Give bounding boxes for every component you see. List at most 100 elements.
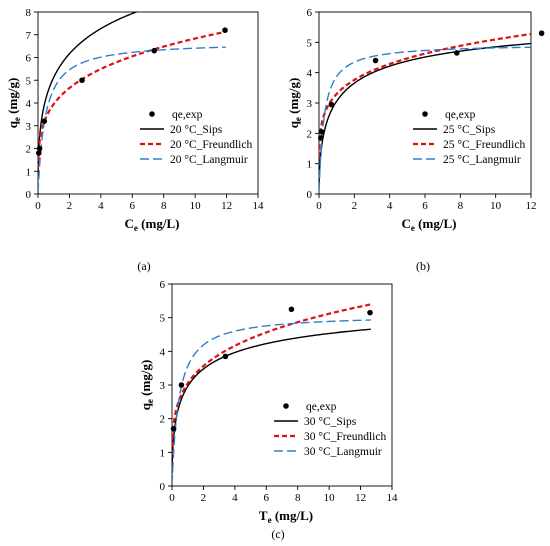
y-tick-label: 5 bbox=[307, 37, 313, 49]
x-tick-label: 10 bbox=[324, 492, 336, 504]
data-point bbox=[317, 135, 324, 141]
x-tick-label: 6 bbox=[422, 200, 428, 212]
y-tick-label: 1 bbox=[26, 166, 32, 178]
x-axis-label: Te (mg/L) bbox=[259, 508, 313, 525]
x-tick-label: 2 bbox=[352, 200, 358, 212]
legend-label: qe,exp bbox=[306, 401, 337, 413]
y-axis-label: qe (mg/g) bbox=[5, 78, 22, 129]
y-tick-label: 3 bbox=[160, 380, 166, 392]
y-tick-label: 6 bbox=[307, 7, 313, 19]
data-point bbox=[222, 27, 228, 33]
x-tick-label: 8 bbox=[458, 200, 464, 212]
legend-marker-points bbox=[422, 111, 428, 117]
data-point bbox=[367, 309, 373, 316]
legend: qe,exp 20 °C_Sips 20 °C_Freundlich 20 °C_La… bbox=[140, 109, 252, 166]
y-tick-label: 5 bbox=[26, 75, 32, 87]
plot-frame bbox=[37, 11, 259, 195]
x-tick-label: 12 bbox=[221, 200, 232, 212]
data-point bbox=[41, 118, 48, 124]
series-line-freundlich bbox=[319, 32, 531, 158]
y-tick-label: 5 bbox=[160, 313, 166, 325]
legend-label: 30 °C_Langmuir bbox=[304, 446, 382, 458]
legend: qe,exp 25 °C_Sips 25 °C_Freundlich 25 °C_La… bbox=[413, 109, 525, 166]
legend-marker-points bbox=[149, 111, 155, 117]
data-point bbox=[538, 30, 545, 37]
legend-label: 30 °C_Freundlich bbox=[304, 431, 386, 443]
data-point bbox=[372, 57, 379, 64]
y-tick-label: 4 bbox=[160, 346, 166, 358]
data-point bbox=[79, 77, 85, 84]
x-tick-label: 12 bbox=[526, 200, 537, 212]
series-line-freundlich bbox=[38, 30, 227, 169]
series-line-freundlich bbox=[172, 303, 372, 455]
legend-label: 20 °C_Langmuir bbox=[170, 154, 248, 166]
legend-label: 20 °C_Sips bbox=[170, 124, 223, 136]
y-tick-label: 2 bbox=[26, 144, 32, 156]
x-tick-label: 10 bbox=[190, 200, 202, 212]
legend-label: qe,exp bbox=[445, 109, 476, 121]
series-line-langmuir bbox=[319, 46, 531, 192]
series-line-sips bbox=[172, 328, 371, 473]
data-point bbox=[222, 353, 229, 360]
legend-label: 25 °C_Langmuir bbox=[443, 154, 521, 166]
data-point bbox=[178, 382, 185, 388]
x-tick-label: 0 bbox=[169, 492, 175, 504]
series-line-langmuir bbox=[38, 46, 226, 193]
data-point bbox=[170, 425, 177, 432]
data-point bbox=[151, 47, 158, 54]
x-tick-label: 14 bbox=[253, 200, 265, 212]
legend: qe,exp 30 °C_Sips 30 °C_Freundlich 30 °C_La… bbox=[274, 401, 386, 458]
y-axis-label: qe (mg/g) bbox=[138, 360, 155, 411]
y-tick-label: 0 bbox=[26, 189, 32, 201]
x-axis-label: Ce (mg/L) bbox=[125, 216, 180, 233]
y-tick-label: 2 bbox=[160, 414, 166, 426]
y-tick-label: 3 bbox=[26, 121, 32, 133]
data-point bbox=[36, 145, 43, 152]
legend-label: 25 °C_Freundlich bbox=[443, 139, 525, 151]
data-point bbox=[454, 50, 460, 56]
data-point bbox=[288, 306, 295, 313]
y-tick-label: 0 bbox=[160, 481, 166, 493]
series-line-sips bbox=[38, 12, 139, 176]
legend-label: 20 °C_Freundlich bbox=[170, 139, 252, 151]
y-tick-label: 4 bbox=[26, 98, 32, 110]
series-line-langmuir bbox=[172, 319, 371, 485]
data-point bbox=[35, 150, 42, 156]
y-tick-label: 6 bbox=[26, 53, 32, 65]
y-tick-label: 0 bbox=[307, 189, 313, 201]
data-point bbox=[318, 129, 325, 135]
x-tick-label: 12 bbox=[355, 492, 366, 504]
x-tick-label: 4 bbox=[232, 492, 238, 504]
y-tick-label: 1 bbox=[160, 447, 166, 459]
x-tick-label: 0 bbox=[35, 200, 41, 212]
panel-label: (b) bbox=[416, 259, 430, 273]
panel-label: (c) bbox=[271, 527, 284, 541]
y-tick-label: 7 bbox=[26, 30, 32, 42]
legend-label: qe,exp bbox=[172, 109, 203, 121]
legend-label: 30 °C_Sips bbox=[304, 416, 357, 428]
y-axis-label: qe (mg/g) bbox=[286, 78, 303, 129]
x-tick-label: 4 bbox=[98, 200, 104, 212]
y-tick-label: 3 bbox=[307, 98, 313, 110]
x-tick-label: 4 bbox=[387, 200, 393, 212]
data-point bbox=[328, 101, 335, 108]
x-tick-label: 2 bbox=[67, 200, 73, 212]
x-tick-label: 2 bbox=[201, 492, 207, 504]
x-tick-label: 8 bbox=[295, 492, 301, 504]
y-tick-label: 4 bbox=[307, 68, 313, 80]
legend-marker-points bbox=[283, 403, 289, 409]
y-tick-label: 2 bbox=[307, 128, 313, 140]
x-tick-label: 8 bbox=[161, 200, 167, 212]
x-tick-label: 6 bbox=[130, 200, 136, 212]
x-axis-label: Ce (mg/L) bbox=[402, 216, 457, 233]
panel-label: (a) bbox=[137, 259, 150, 273]
y-tick-label: 1 bbox=[307, 159, 313, 171]
legend-label: 25 °C_Sips bbox=[443, 124, 496, 136]
x-tick-label: 10 bbox=[490, 200, 502, 212]
x-tick-label: 14 bbox=[387, 492, 399, 504]
x-tick-label: 6 bbox=[264, 492, 270, 504]
